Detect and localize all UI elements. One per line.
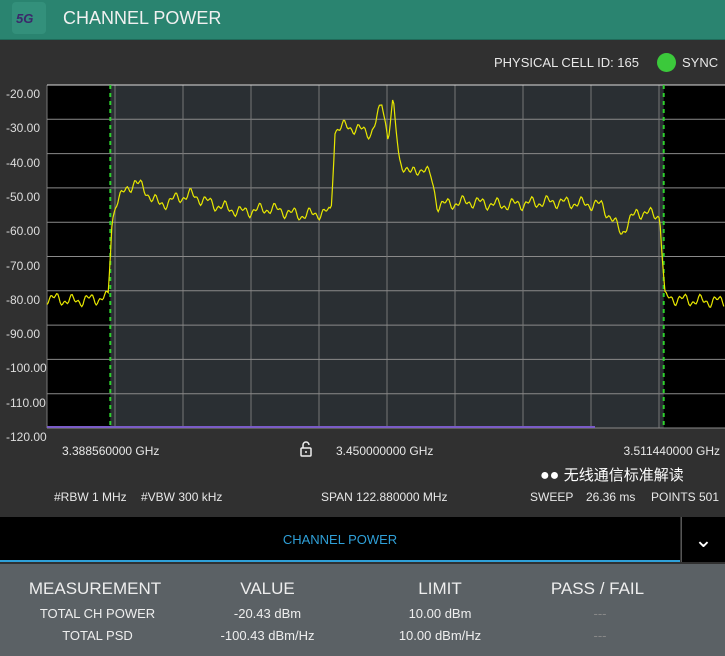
stop-frequency: 3.511440000 GHz xyxy=(623,444,720,458)
y-tick-label: -40.00 xyxy=(6,155,41,170)
y-tick-label: -110.00 xyxy=(6,395,46,410)
lock-open-icon[interactable] xyxy=(299,441,313,457)
header-value: VALUE xyxy=(240,579,295,598)
row-measurement: TOTAL CH POWER xyxy=(39,606,156,621)
vbw[interactable]: #VBW 300 kHz xyxy=(141,490,223,504)
spectrum-trace xyxy=(46,99,725,308)
sync-status-icon xyxy=(657,53,676,72)
app-header: 5G CHANNEL POWER xyxy=(0,0,725,40)
page-title: CHANNEL POWER xyxy=(63,8,222,28)
chevron-down-icon[interactable]: ⌄ xyxy=(681,517,725,562)
measurement-selector[interactable]: CHANNEL POWER xyxy=(0,517,680,562)
header-measurement: MEASUREMENT xyxy=(28,579,162,598)
results-table: MEASUREMENT VALUE LIMIT PASS / FAIL TOTA… xyxy=(0,564,725,656)
y-tick-label: -70.00 xyxy=(6,258,41,273)
y-tick-label: -100.00 xyxy=(6,361,47,376)
y-tick-label: -90.00 xyxy=(6,327,41,342)
y-tick-label: -60.00 xyxy=(6,224,41,239)
watermark-text: 无线通信标准解读 xyxy=(563,467,684,484)
row-pass-fail: --- xyxy=(593,606,607,621)
row-pass-fail: --- xyxy=(593,628,607,643)
row-measurement: TOTAL PSD xyxy=(62,628,133,643)
row-limit: 10.00 dBm xyxy=(408,606,472,621)
points: POINTS 501 xyxy=(651,490,720,504)
watermark: ●● 无线通信标准解读 xyxy=(540,464,684,485)
start-frequency: 3.388560000 GHz xyxy=(62,444,160,458)
sweep-time: 26.36 ms xyxy=(586,490,636,504)
row-limit: 10.00 dBm/Hz xyxy=(398,628,482,643)
5g-logo[interactable]: 5G xyxy=(12,2,46,34)
row-value: -20.43 dBm xyxy=(233,606,302,621)
y-tick-label: -30.00 xyxy=(6,121,41,136)
y-tick-label: -80.00 xyxy=(6,292,41,307)
row-value: -100.43 dBm/Hz xyxy=(220,628,315,643)
sweep-label: SWEEP xyxy=(530,490,574,504)
header-limit: LIMIT xyxy=(418,579,462,598)
measurement-selector-label: CHANNEL POWER xyxy=(282,532,398,547)
spectrum-chart[interactable] xyxy=(0,0,725,440)
wechat-icon: ●● xyxy=(540,467,564,484)
y-tick-label: -50.00 xyxy=(6,189,41,204)
y-tick-label: -120.00 xyxy=(6,430,47,444)
center-frequency[interactable]: 3.450000000 GHz xyxy=(336,444,434,458)
y-tick-label: -20.00 xyxy=(6,87,41,101)
span[interactable]: SPAN 122.880000 MHz xyxy=(321,490,448,504)
sync-label: SYNC xyxy=(682,55,719,70)
rbw[interactable]: #RBW 1 MHz xyxy=(54,490,127,504)
physical-cell-id: PHYSICAL CELL ID: 165 xyxy=(494,55,639,70)
header-pass-fail: PASS / FAIL xyxy=(550,579,645,598)
